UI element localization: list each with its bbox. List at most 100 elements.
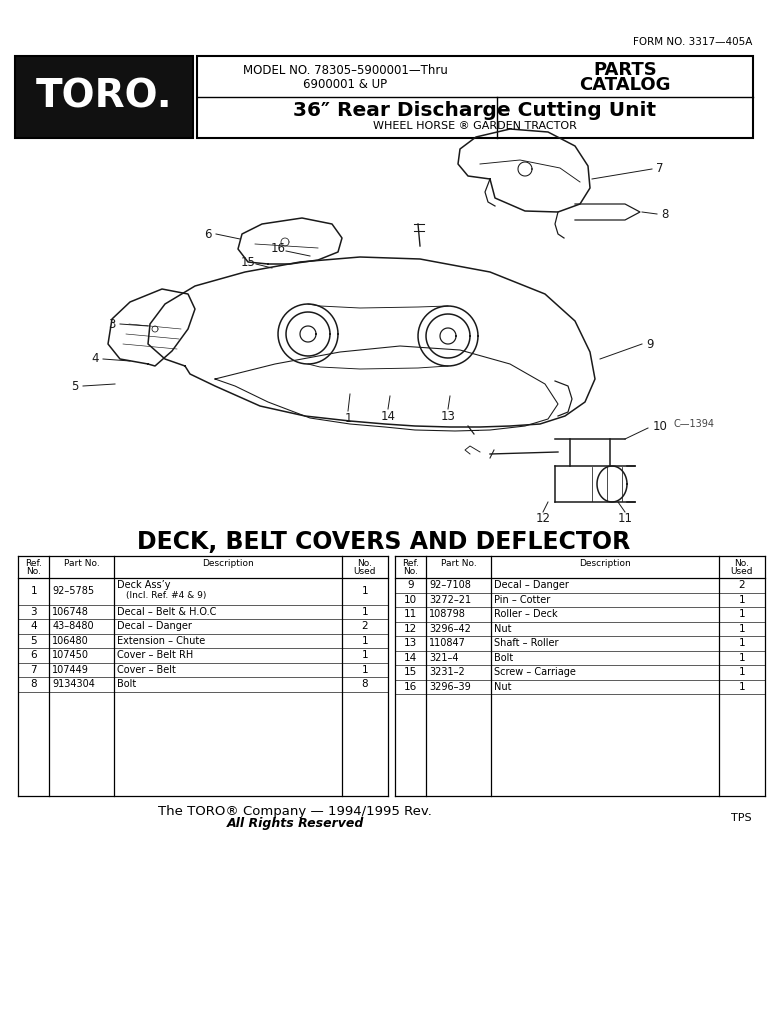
Text: 1: 1: [362, 587, 368, 596]
Text: 1: 1: [739, 652, 745, 663]
Text: Description: Description: [202, 558, 254, 567]
Text: No.: No.: [403, 566, 419, 575]
Text: Shaft – Roller: Shaft – Roller: [494, 638, 558, 648]
Text: 9: 9: [646, 338, 654, 350]
Text: 10: 10: [653, 420, 667, 432]
Text: 7: 7: [656, 163, 664, 175]
Text: Extension – Chute: Extension – Chute: [118, 636, 206, 646]
Text: 107449: 107449: [52, 665, 89, 675]
Text: 3: 3: [108, 317, 116, 331]
Text: 1: 1: [31, 587, 37, 596]
Text: Roller – Deck: Roller – Deck: [494, 609, 558, 620]
Text: No.: No.: [26, 566, 41, 575]
Text: 8: 8: [31, 679, 37, 689]
Text: Nut: Nut: [494, 624, 511, 634]
Text: 1: 1: [362, 665, 368, 675]
Text: Pin – Cotter: Pin – Cotter: [494, 595, 551, 605]
Text: 3272–21: 3272–21: [429, 595, 472, 605]
Text: 3: 3: [31, 607, 37, 616]
Text: 15: 15: [404, 668, 417, 677]
Text: 92–7108: 92–7108: [429, 581, 472, 590]
Text: FORM NO. 3317—405A: FORM NO. 3317—405A: [633, 37, 752, 47]
Text: 1: 1: [344, 413, 352, 426]
Text: 5: 5: [71, 380, 78, 392]
Text: 10: 10: [404, 595, 417, 605]
Text: 11: 11: [404, 609, 417, 620]
Text: 43–8480: 43–8480: [52, 622, 94, 631]
Text: 9: 9: [407, 581, 414, 590]
Text: Decal – Belt & H.O.C: Decal – Belt & H.O.C: [118, 607, 217, 616]
Text: 6900001 & UP: 6900001 & UP: [303, 78, 387, 90]
Text: Nut: Nut: [494, 682, 511, 692]
Text: 3231–2: 3231–2: [429, 668, 465, 677]
Text: 7: 7: [31, 665, 37, 675]
Text: 108798: 108798: [429, 609, 466, 620]
Text: Bolt: Bolt: [118, 679, 137, 689]
Text: Part No.: Part No.: [64, 558, 100, 567]
Text: WHEEL HORSE ® GARDEN TRACTOR: WHEEL HORSE ® GARDEN TRACTOR: [373, 121, 577, 131]
Text: Screw – Carriage: Screw – Carriage: [494, 668, 576, 677]
Text: 15: 15: [240, 256, 256, 268]
Text: All Rights Reserved: All Rights Reserved: [227, 817, 364, 830]
Text: 92–5785: 92–5785: [52, 587, 94, 596]
Text: 1: 1: [362, 607, 368, 616]
Text: TORO.: TORO.: [35, 78, 172, 116]
Text: Ref.: Ref.: [402, 558, 419, 567]
Text: No.: No.: [734, 558, 750, 567]
Text: Cover – Belt RH: Cover – Belt RH: [118, 650, 194, 660]
Text: 1: 1: [739, 668, 745, 677]
Text: Decal – Danger: Decal – Danger: [118, 622, 192, 631]
Bar: [197, 56, 753, 138]
Text: 8: 8: [661, 208, 669, 220]
Text: CATALOG: CATALOG: [579, 76, 670, 94]
Text: 14: 14: [380, 411, 396, 424]
Text: 1: 1: [739, 624, 745, 634]
Text: DECK, BELT COVERS AND DEFLECTOR: DECK, BELT COVERS AND DEFLECTOR: [137, 530, 631, 554]
Text: Used: Used: [353, 566, 376, 575]
Text: 13: 13: [404, 638, 417, 648]
Text: 107450: 107450: [52, 650, 89, 660]
Bar: [15, 56, 193, 138]
Text: 321–4: 321–4: [429, 652, 459, 663]
Text: 3296–42: 3296–42: [429, 624, 472, 634]
Text: 1: 1: [362, 650, 368, 660]
Text: Bolt: Bolt: [494, 652, 514, 663]
Text: 3296–39: 3296–39: [429, 682, 472, 692]
Text: 16: 16: [270, 243, 286, 256]
Text: No.: No.: [357, 558, 372, 567]
Text: Decal – Danger: Decal – Danger: [494, 581, 569, 590]
Text: 6: 6: [204, 227, 212, 241]
Text: Used: Used: [730, 566, 753, 575]
Text: 1: 1: [739, 609, 745, 620]
Text: Ref.: Ref.: [25, 558, 42, 567]
Text: C—1394: C—1394: [674, 419, 715, 429]
Text: 2: 2: [739, 581, 745, 590]
Text: 36″ Rear Discharge Cutting Unit: 36″ Rear Discharge Cutting Unit: [293, 101, 657, 121]
Text: 12: 12: [404, 624, 417, 634]
Text: 106748: 106748: [52, 607, 89, 616]
Text: The TORO® Company — 1994/1995 Rev.: The TORO® Company — 1994/1995 Rev.: [158, 805, 432, 817]
Text: 13: 13: [441, 411, 455, 424]
Text: 2: 2: [362, 622, 368, 631]
Text: 1: 1: [739, 638, 745, 648]
Text: Deck Ass’y: Deck Ass’y: [118, 580, 170, 590]
Text: 6: 6: [31, 650, 37, 660]
Text: Part No.: Part No.: [441, 558, 477, 567]
Text: 4: 4: [91, 352, 99, 366]
Text: Description: Description: [579, 558, 631, 567]
Text: 14: 14: [404, 652, 417, 663]
Text: MODEL NO. 78305–5900001—Thru: MODEL NO. 78305–5900001—Thru: [243, 65, 448, 78]
Text: 4: 4: [31, 622, 37, 631]
Text: 1: 1: [362, 636, 368, 646]
Text: 16: 16: [404, 682, 417, 692]
Text: (Incl. Ref. #4 & 9): (Incl. Ref. #4 & 9): [126, 591, 207, 600]
Text: 110847: 110847: [429, 638, 466, 648]
Text: 12: 12: [535, 512, 551, 525]
Text: 106480: 106480: [52, 636, 89, 646]
Text: 5: 5: [31, 636, 37, 646]
Text: 1: 1: [739, 682, 745, 692]
Text: 1: 1: [739, 595, 745, 605]
Text: Cover – Belt: Cover – Belt: [118, 665, 176, 675]
Text: 11: 11: [617, 512, 633, 525]
Text: TPS: TPS: [731, 813, 752, 823]
